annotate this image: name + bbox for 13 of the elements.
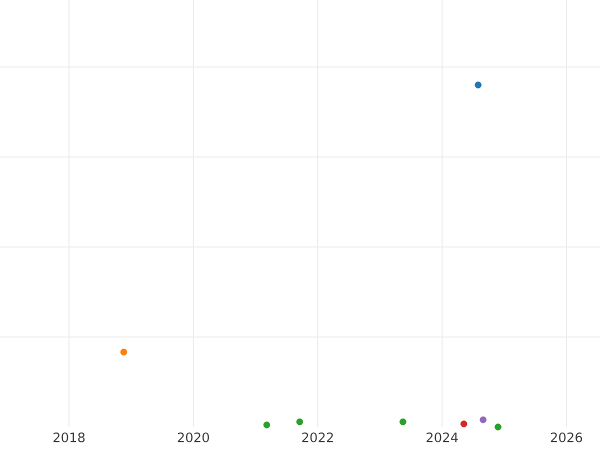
x-tick-label: 2026 xyxy=(550,432,582,442)
point xyxy=(296,418,304,426)
point xyxy=(460,420,468,428)
point xyxy=(494,424,502,430)
point xyxy=(474,82,482,88)
point xyxy=(120,348,128,356)
x-tick-label: 2018 xyxy=(54,432,85,442)
point xyxy=(480,416,487,424)
x-tick-label: 2022 xyxy=(302,432,333,442)
x-tick-label: 2020 xyxy=(178,432,209,442)
point xyxy=(263,422,270,428)
point xyxy=(400,418,406,426)
x-tick-label: 2024 xyxy=(426,432,458,442)
